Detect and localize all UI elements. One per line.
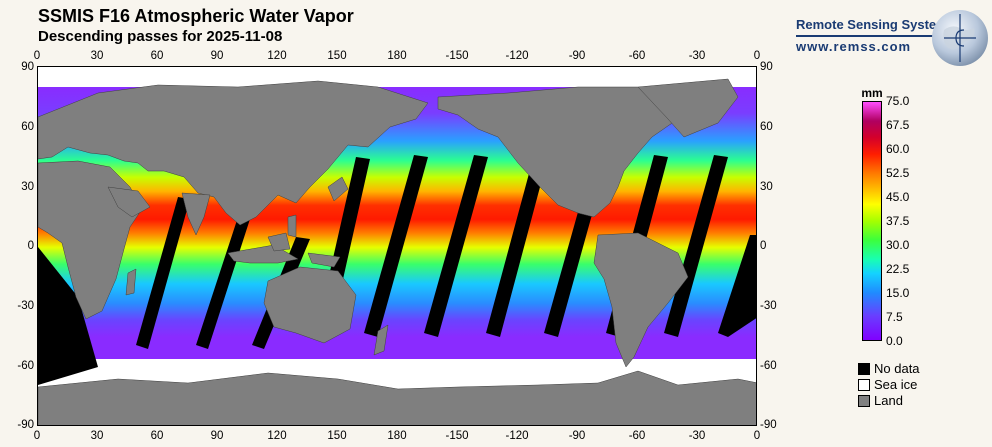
colorbar-label: 45.0 xyxy=(886,190,910,204)
land-south-america xyxy=(593,232,689,368)
land-madagascar xyxy=(125,268,137,296)
lon-tick-label: -90 xyxy=(568,50,586,62)
swath-gap xyxy=(664,155,728,337)
map-title: SSMIS F16 Atmospheric Water Vapor xyxy=(38,6,354,26)
lat-tick-label: -30 xyxy=(17,300,34,312)
globe-logo-icon xyxy=(932,10,988,66)
lon-tick-label: 120 xyxy=(267,50,287,62)
lon-tick-label: 30 xyxy=(90,50,104,62)
legend-label: No data xyxy=(874,361,920,376)
lat-tick-label: 30 xyxy=(760,181,773,193)
lon-tick-label: 0 xyxy=(33,50,41,62)
land-swatch xyxy=(858,395,870,407)
colorbar-label: 75.0 xyxy=(886,94,910,108)
colorbar-label: 37.5 xyxy=(886,214,910,228)
colorbar-label: 7.5 xyxy=(886,310,903,324)
swath-gap xyxy=(424,155,488,337)
map-canvas xyxy=(38,67,756,425)
sea-ice-swatch xyxy=(858,379,870,391)
lon-tick-label: 90 xyxy=(210,50,224,62)
lon-tick-label: -120 xyxy=(505,430,529,442)
lon-tick-label: 0 xyxy=(33,430,41,442)
colorbar-label: 22.5 xyxy=(886,262,910,276)
legend-label: Sea ice xyxy=(874,377,918,392)
lon-tick-label: -90 xyxy=(568,430,586,442)
lon-tick-label: 0 xyxy=(753,50,761,62)
lat-tick-label: 90 xyxy=(760,61,773,73)
lon-tick-label: -150 xyxy=(445,430,469,442)
land xyxy=(38,78,756,425)
water-vapor-map[interactable] xyxy=(37,66,757,426)
no-data-swatch xyxy=(858,363,870,375)
lon-tick-label: 150 xyxy=(327,50,347,62)
lon-tick-label: 90 xyxy=(210,430,224,442)
lon-tick-label: 180 xyxy=(387,430,407,442)
lon-tick-label: 180 xyxy=(387,50,407,62)
colorbar-label: 0.0 xyxy=(886,334,903,348)
swath-gap xyxy=(486,155,548,337)
lon-tick-label: -150 xyxy=(445,50,469,62)
swath-gap xyxy=(38,247,98,385)
land-new-guinea xyxy=(307,252,341,268)
swath-gap xyxy=(718,235,756,337)
legend-label: Land xyxy=(874,393,903,408)
lat-tick-label: -30 xyxy=(760,300,777,312)
swath-gap xyxy=(364,155,428,337)
lon-tick-label: -60 xyxy=(628,430,646,442)
colorbar xyxy=(862,101,882,341)
arctic-sea-ice xyxy=(38,67,756,87)
lat-tick-label: -90 xyxy=(17,419,34,431)
swath-gap xyxy=(196,217,250,349)
colorbar-label: 60.0 xyxy=(886,142,910,156)
land-india xyxy=(181,192,211,236)
land-greenland xyxy=(637,78,739,138)
colorbar-label: 30.0 xyxy=(886,238,910,252)
land-new-zealand xyxy=(373,324,389,356)
lon-tick-label: -30 xyxy=(688,430,706,442)
land-borneo xyxy=(267,232,291,252)
no-data-swaths xyxy=(38,155,756,385)
land-australia xyxy=(263,266,357,344)
colorbar-label: 15.0 xyxy=(886,286,910,300)
lat-tick-label: 0 xyxy=(760,240,767,252)
land-japan xyxy=(327,176,349,202)
colorbar-unit: mm xyxy=(861,86,883,100)
lon-tick-label: -30 xyxy=(688,50,706,62)
lon-tick-label: 60 xyxy=(150,50,164,62)
lon-tick-label: -60 xyxy=(628,50,646,62)
lat-tick-label: 90 xyxy=(21,61,34,73)
org-url-link[interactable]: www.remss.com xyxy=(796,39,912,54)
land-antarctica xyxy=(38,370,756,425)
lat-tick-label: 30 xyxy=(21,181,34,193)
colorbar-label: 67.5 xyxy=(886,118,910,132)
org-name-link[interactable]: Remote Sensing Systems xyxy=(796,17,955,32)
land-arabia xyxy=(107,186,151,218)
land-philippines xyxy=(287,214,297,238)
lat-tick-label: 60 xyxy=(760,121,773,133)
lat-tick-label: -90 xyxy=(760,419,777,431)
lat-tick-label: 60 xyxy=(21,121,34,133)
lat-tick-label: 0 xyxy=(27,240,34,252)
colorbar-label: 52.5 xyxy=(886,166,910,180)
lon-tick-label: 150 xyxy=(327,430,347,442)
lon-tick-label: 0 xyxy=(753,430,761,442)
lon-tick-label: 30 xyxy=(90,430,104,442)
lon-tick-label: 120 xyxy=(267,430,287,442)
swath-gap xyxy=(136,197,190,349)
lat-tick-label: -60 xyxy=(17,360,34,372)
org-divider xyxy=(796,35,946,37)
land-eurasia xyxy=(38,80,429,226)
lat-tick-label: -60 xyxy=(760,360,777,372)
lon-tick-label: 60 xyxy=(150,430,164,442)
map-subtitle: Descending passes for 2025-11-08 xyxy=(38,28,283,45)
lon-tick-label: -120 xyxy=(505,50,529,62)
